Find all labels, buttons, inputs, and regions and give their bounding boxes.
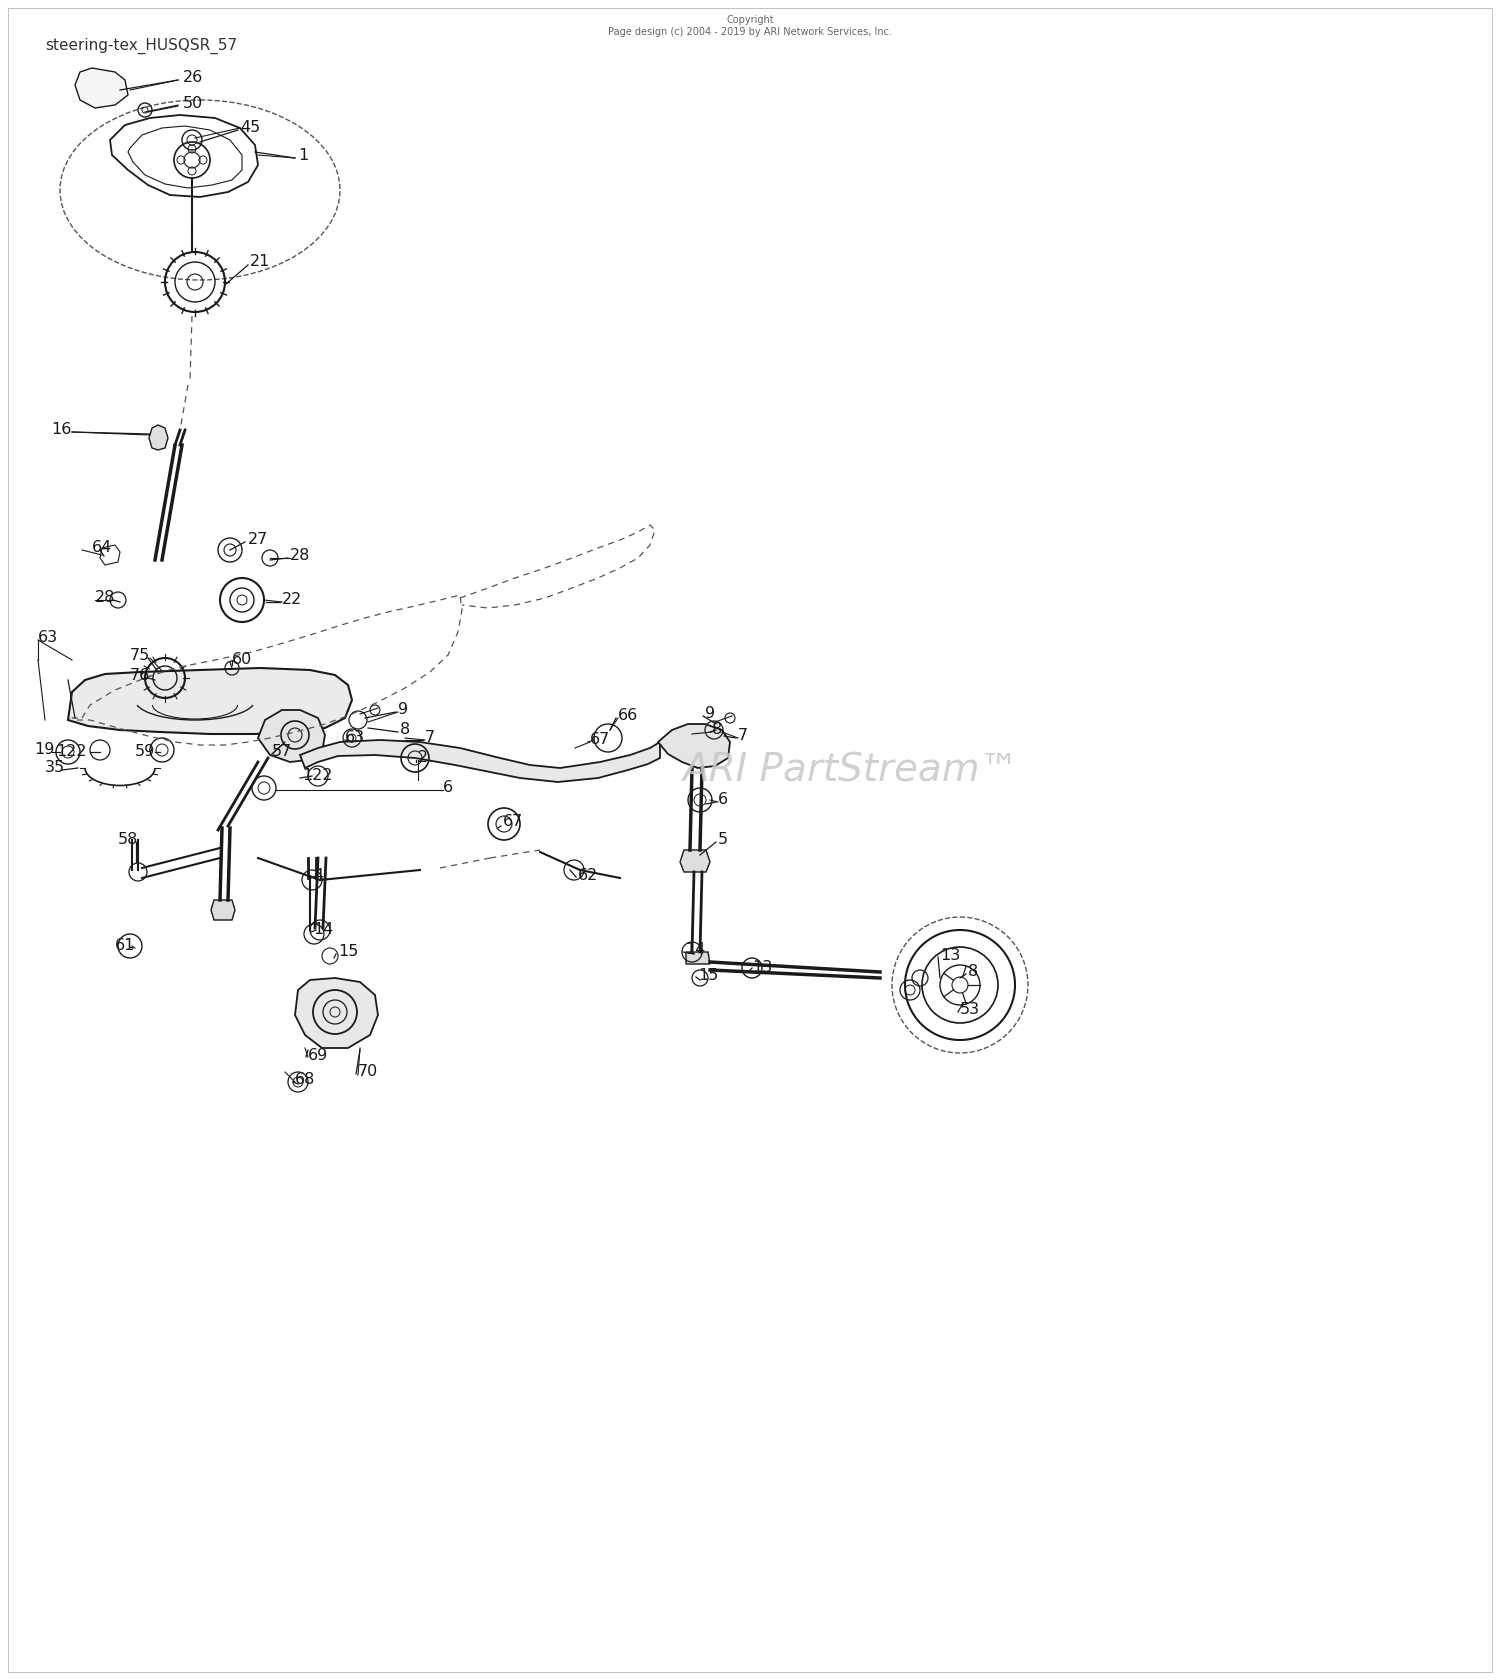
Text: 63: 63 [38,630,58,645]
Text: 9: 9 [398,702,408,717]
Polygon shape [658,724,730,768]
Text: 53: 53 [960,1003,980,1018]
Text: 35: 35 [45,761,64,776]
Text: 67: 67 [590,732,610,748]
Text: 58: 58 [117,833,138,847]
Text: 13: 13 [752,961,772,976]
Text: 57: 57 [272,744,292,759]
Text: 5: 5 [718,833,728,847]
Text: steering-tex_HUSQSR_57: steering-tex_HUSQSR_57 [45,37,237,54]
Text: 1: 1 [298,148,309,163]
Text: 75: 75 [129,648,150,664]
Text: 64: 64 [92,541,112,556]
Polygon shape [75,67,128,108]
Polygon shape [148,425,168,450]
Text: 13: 13 [940,948,960,963]
Polygon shape [680,850,710,872]
Text: 45: 45 [240,121,261,136]
Text: 19: 19 [34,743,56,758]
Text: 69: 69 [308,1048,328,1062]
Text: 28: 28 [94,590,116,605]
Text: 122: 122 [302,768,333,783]
Text: 8: 8 [968,964,978,979]
Text: ARI PartStream™: ARI PartStream™ [681,751,1018,790]
Polygon shape [258,711,326,763]
Text: Copyright
Page design (c) 2004 - 2019 by ARI Network Services, Inc.: Copyright Page design (c) 2004 - 2019 by… [608,15,892,37]
Text: 7: 7 [424,731,435,746]
Text: 26: 26 [183,71,204,86]
Text: 15: 15 [698,968,718,983]
Text: 8: 8 [400,722,410,738]
Text: 27: 27 [248,533,268,548]
Polygon shape [68,669,352,734]
Text: 14: 14 [314,922,333,937]
Polygon shape [300,739,660,781]
Text: 62: 62 [578,867,598,882]
Text: 60: 60 [232,652,252,667]
Text: 59: 59 [135,744,154,759]
Text: 28: 28 [290,548,310,563]
Text: 50: 50 [183,96,204,111]
Text: 6: 6 [442,781,453,796]
Text: 66: 66 [618,709,639,724]
Text: 4: 4 [314,867,322,882]
Text: 2: 2 [419,751,428,766]
Text: 16: 16 [51,422,72,437]
Text: 7: 7 [738,729,748,744]
Text: 21: 21 [251,254,270,269]
Text: 122: 122 [57,744,87,759]
Text: 22: 22 [282,593,302,608]
Text: 8: 8 [712,722,723,738]
Text: 70: 70 [358,1065,378,1080]
Text: 9: 9 [705,707,716,721]
Text: 61: 61 [114,939,135,954]
Text: 14: 14 [686,942,705,958]
Text: 67: 67 [503,815,524,830]
Text: 15: 15 [338,944,358,959]
Text: 68: 68 [296,1072,315,1087]
Text: 63: 63 [345,731,364,746]
Polygon shape [211,900,236,921]
Polygon shape [686,953,709,964]
Text: 6: 6 [718,793,728,808]
Polygon shape [296,978,378,1048]
Text: 76: 76 [129,669,150,684]
